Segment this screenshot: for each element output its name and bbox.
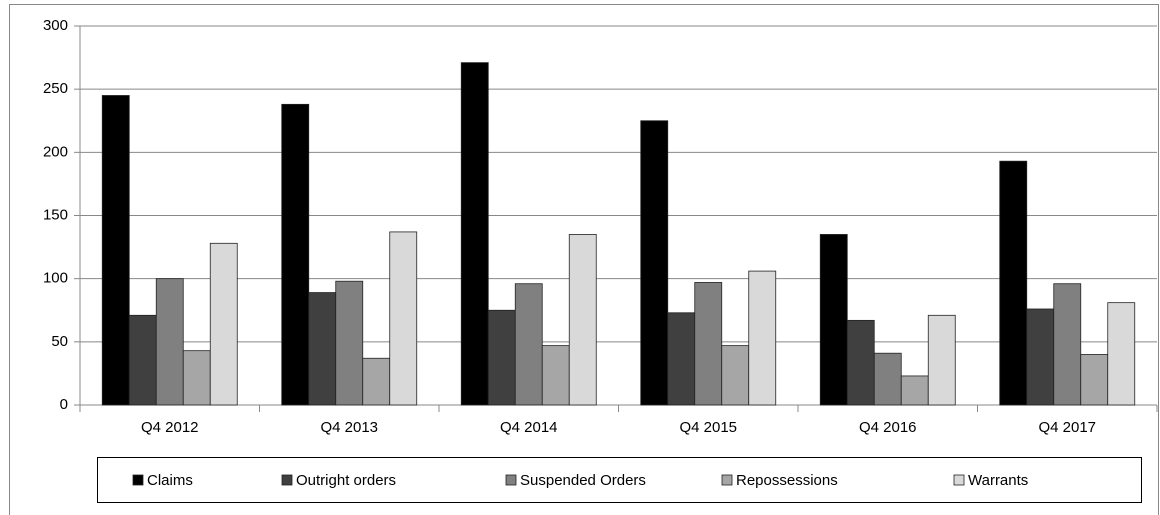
bar	[1026, 308, 1055, 406]
x-tick-label: Q4 2015	[679, 419, 737, 436]
bar	[514, 283, 543, 406]
bar	[128, 314, 157, 406]
chart-frame	[9, 4, 1159, 515]
y-tick-label: 0	[60, 396, 68, 413]
bar	[487, 309, 516, 406]
y-tick-label: 50	[51, 333, 68, 350]
legend-swatch	[281, 474, 293, 486]
x-tick-label: Q4 2012	[141, 419, 199, 436]
x-tick-label: Q4 2016	[859, 419, 917, 436]
bar	[155, 278, 184, 406]
y-tick-label: 250	[43, 80, 68, 97]
y-tick-label: 300	[43, 17, 68, 34]
legend-swatch	[953, 474, 965, 486]
bar	[362, 357, 391, 406]
x-tick-label: Q4 2013	[320, 419, 378, 436]
legend-label: Repossessions	[736, 472, 838, 489]
legend-swatch	[721, 474, 733, 486]
bar	[1053, 283, 1082, 406]
bar	[460, 62, 489, 406]
bar	[748, 270, 777, 406]
bar	[1080, 354, 1109, 406]
bar	[389, 231, 418, 406]
legend-label: Outright orders	[296, 472, 396, 489]
bar	[335, 280, 364, 406]
bar	[308, 292, 337, 406]
bar	[209, 242, 238, 406]
bar	[900, 375, 929, 406]
bar	[541, 345, 570, 406]
bar	[182, 350, 211, 406]
bar	[999, 160, 1028, 406]
y-tick-label: 150	[43, 206, 68, 223]
bar	[640, 120, 669, 406]
bar	[694, 282, 723, 406]
x-tick-label: Q4 2014	[500, 419, 558, 436]
bar	[281, 103, 310, 406]
legend-label: Claims	[147, 472, 193, 489]
legend-label: Warrants	[968, 472, 1028, 489]
bar	[927, 314, 956, 406]
bar	[721, 345, 750, 406]
bar	[873, 352, 902, 406]
bar	[667, 312, 696, 406]
legend-label: Suspended Orders	[520, 472, 646, 489]
y-tick-label: 100	[43, 270, 68, 287]
bar	[846, 319, 875, 406]
legend-swatch	[505, 474, 517, 486]
bar	[1107, 302, 1136, 406]
legend-box	[97, 457, 1142, 503]
legend-swatch	[132, 474, 144, 486]
bar	[101, 95, 130, 406]
bar	[568, 234, 597, 406]
bar	[819, 234, 848, 406]
x-tick-label: Q4 2017	[1038, 419, 1096, 436]
y-tick-label: 200	[43, 143, 68, 160]
